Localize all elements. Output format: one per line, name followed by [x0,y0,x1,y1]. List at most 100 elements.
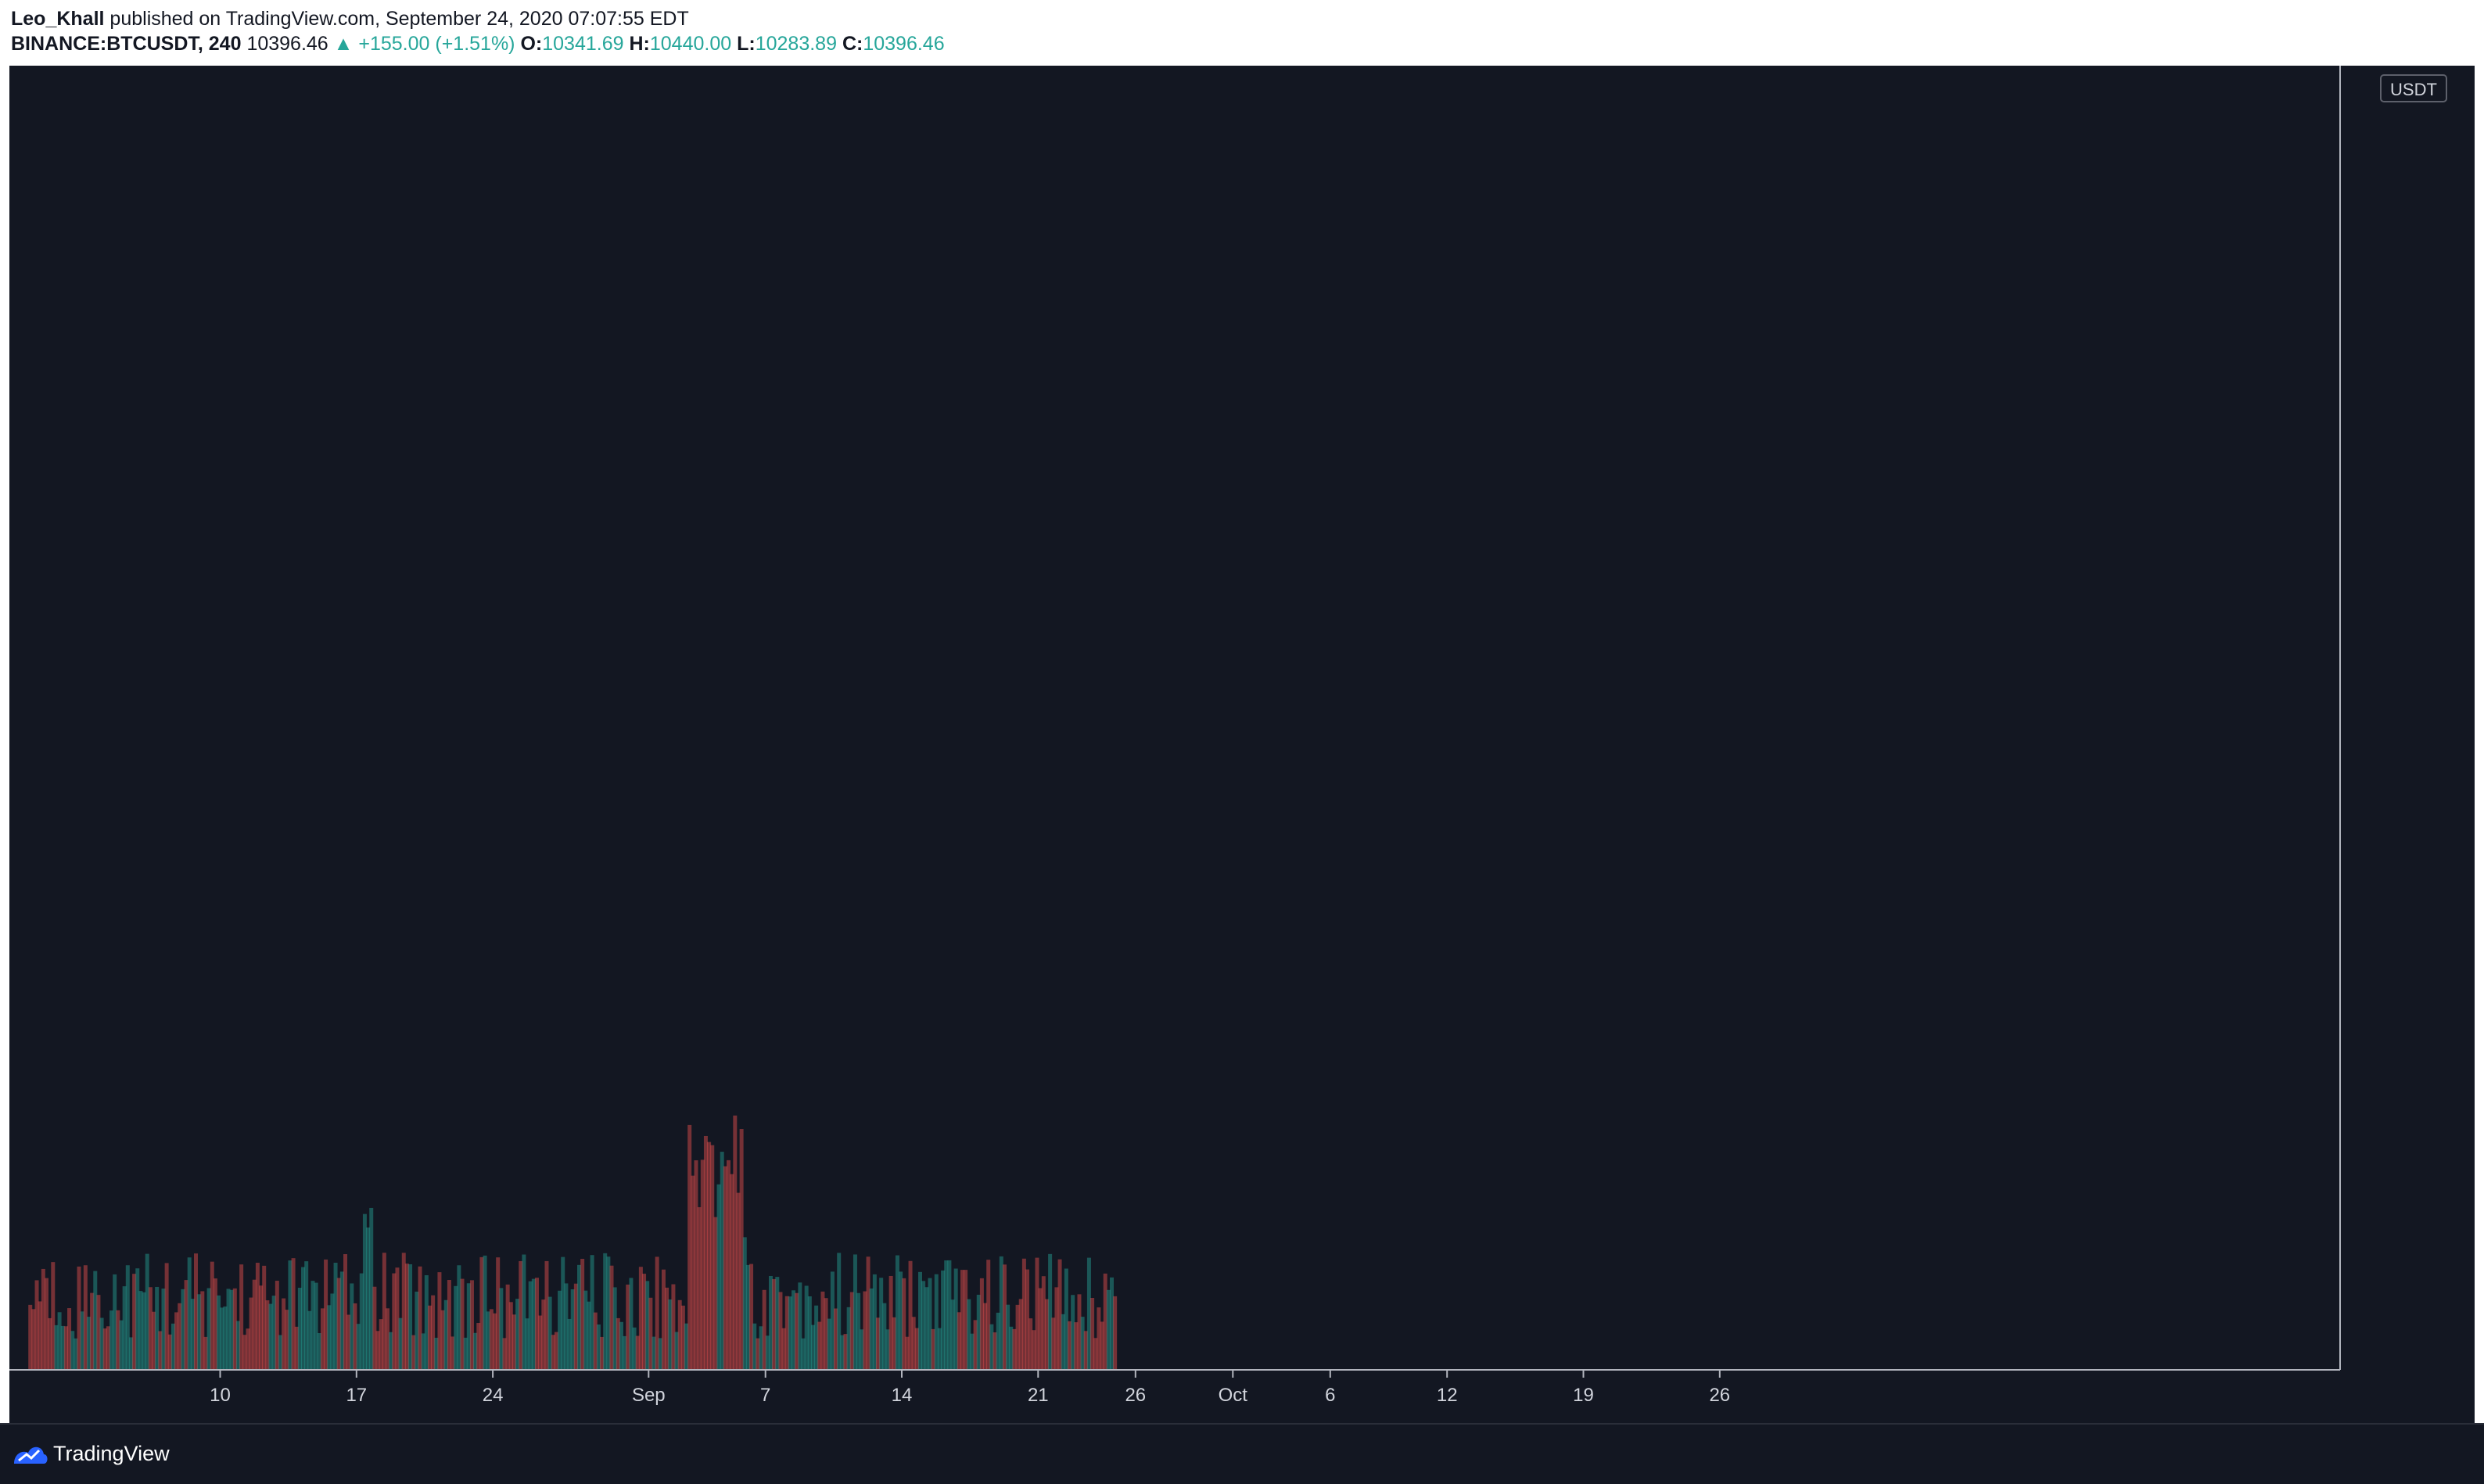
volume-bar [801,1338,806,1370]
volume-bar [547,1296,552,1370]
volume-bar [554,1332,558,1370]
price-change: ▲ +155.00 (+1.51%) [333,33,515,55]
volume-bar [1080,1317,1085,1370]
volume-bar [921,1281,926,1370]
volume-bar [339,1271,344,1370]
volume-bar [937,1328,942,1370]
volume-bar [1015,1304,1020,1370]
volume-bar [879,1278,884,1370]
volume-bar [74,1338,78,1370]
volume-bar [508,1302,513,1370]
volume-group [28,1115,1118,1370]
volume-bar [239,1264,244,1370]
volume-bar [366,1227,371,1370]
volume-bar [600,1336,605,1370]
volume-bar [330,1293,335,1370]
volume-bar [853,1254,857,1370]
volume-bar [707,1142,712,1370]
volume-bar [83,1265,88,1370]
volume-bar [145,1253,149,1370]
volume-bar [262,1265,267,1370]
volume-bar [1025,1269,1030,1370]
volume-bar [531,1278,536,1370]
volume-bar [476,1323,481,1370]
volume-bar [993,1332,997,1370]
volume-bar [869,1288,874,1370]
volume-bar [700,1160,705,1370]
volume-bar [34,1280,39,1370]
volume-bar [882,1303,887,1370]
volume-bar [736,1192,741,1370]
volume-bar [593,1312,598,1370]
volume-bar [77,1266,81,1370]
volume-bar [505,1284,510,1370]
volume-bar [986,1260,991,1370]
author-name[interactable]: Leo_Khall [11,8,105,30]
volume-bar [1032,1330,1036,1370]
low-value: 10283.89 [755,33,837,55]
volume-bar [1106,1289,1111,1370]
volume-bar [928,1278,932,1370]
volume-bar [775,1277,780,1370]
open-label: O: [520,33,543,55]
volume-bar [976,1294,981,1370]
volume-bar [843,1334,848,1370]
volume-bar [519,1260,523,1370]
volume-bar [379,1319,383,1370]
volume-bar [612,1287,617,1370]
volume-bar [142,1292,146,1370]
volume-bar [983,1303,988,1370]
candlestick-chart[interactable]: resistance(1)(2)(3)(4)(5)1234513400.0013… [9,66,2475,1423]
volume-bar [756,1338,760,1370]
volume-bar [454,1285,458,1370]
volume-bar [759,1326,763,1370]
volume-bar [846,1307,851,1370]
volume-bar [564,1283,569,1370]
volume-bar [541,1299,546,1370]
volume-bar [324,1259,328,1370]
volume-bar [792,1290,796,1370]
volume-bar [680,1305,685,1370]
volume-bar [307,1310,312,1370]
volume-bar [372,1286,377,1370]
volume-bar [888,1275,893,1370]
symbol-label[interactable]: BINANCE:BTCUSDT, 240 [11,33,242,55]
volume-bar [953,1268,958,1370]
chart-area[interactable]: resistance(1)(2)(3)(4)(5)1234513400.0013… [9,66,2475,1423]
volume-bar [184,1280,188,1370]
volume-bar [415,1291,419,1370]
volume-bar [648,1297,653,1370]
volume-bar [282,1298,286,1370]
high-value: 10440.00 [649,33,732,55]
volume-bar [57,1312,62,1370]
volume-bar [389,1332,393,1370]
volume-bar [697,1206,702,1370]
volume-bar [781,1328,786,1370]
volume-bar [41,1268,45,1370]
volume-bar [544,1260,549,1370]
volume-bar [327,1305,332,1370]
volume-bar [70,1331,75,1370]
volume-bar [580,1259,585,1370]
volume-bar [44,1278,48,1370]
volume-bar [1035,1257,1039,1370]
chart-header: Leo_Khall published on TradingView.com, … [0,0,2484,66]
volume-bar [810,1324,815,1370]
volume-bar [710,1145,715,1370]
volume-bar [979,1278,984,1370]
volume-bar [502,1338,507,1370]
time-tick-label: 17 [346,1385,367,1406]
volume-bar [623,1335,627,1370]
volume-bar [375,1331,380,1370]
volume-bar [200,1291,205,1370]
volume-bar [772,1278,777,1370]
volume-bar [252,1279,257,1370]
volume-bar [294,1326,299,1370]
footer-brand[interactable]: TradingView [53,1442,170,1465]
volume-bar [804,1285,809,1370]
volume-bar [905,1336,910,1370]
volume-bar [687,1124,692,1370]
volume-bar [1068,1321,1072,1370]
tradingview-logo-icon[interactable] [11,1440,50,1468]
time-tick-label: 26 [1709,1385,1730,1406]
